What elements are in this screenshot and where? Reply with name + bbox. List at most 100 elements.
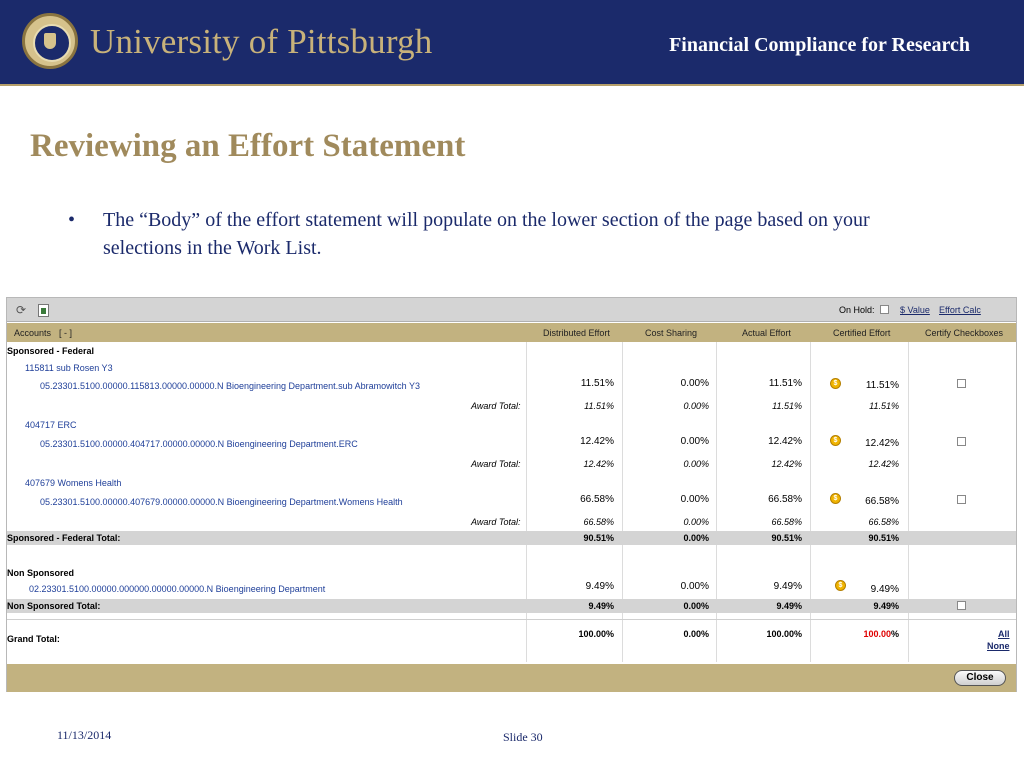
- dollar-coin-icon[interactable]: $: [835, 580, 846, 591]
- total-actual: 9.49%: [776, 601, 802, 611]
- total-cost-sharing: 0.00%: [683, 601, 709, 611]
- effort-calc-link[interactable]: Effort Calc: [939, 305, 981, 315]
- award-total-certified: 11.51%: [869, 401, 899, 411]
- actual-effort-value: 66.58%: [768, 494, 802, 505]
- university-seal-icon: [22, 13, 78, 69]
- grand-total-certified-number: 100.00: [863, 629, 891, 639]
- bullet-text: The “Body” of the effort statement will …: [103, 209, 870, 259]
- slide-title: Reviewing an Effort Statement: [30, 128, 466, 164]
- col-certify-checkboxes: Certify Checkboxes: [925, 328, 1004, 338]
- select-none-link[interactable]: None: [987, 641, 1010, 651]
- dollar-coin-icon[interactable]: $: [830, 493, 841, 504]
- certified-effort-value[interactable]: 12.42%: [865, 438, 899, 449]
- certified-effort-value[interactable]: 9.49%: [870, 584, 899, 595]
- award-total-cost-sharing: 0.00%: [683, 401, 709, 411]
- select-all-link[interactable]: All: [998, 629, 1010, 639]
- total-label: Sponsored - Federal Total:: [7, 533, 121, 543]
- distributed-effort-value: 11.51%: [580, 378, 614, 389]
- account-row[interactable]: 05.23301.5100.00000.404717.00000.00000.N…: [40, 439, 358, 449]
- award-total-actual: 12.42%: [771, 459, 802, 469]
- award-total-certified: 12.42%: [868, 459, 899, 469]
- award-total-label: Award Total:: [471, 401, 521, 411]
- dollar-coin-icon[interactable]: $: [830, 435, 841, 446]
- value-link[interactable]: $ Value: [900, 305, 930, 315]
- on-hold-label: On Hold:: [839, 305, 875, 315]
- bullet-icon: •: [68, 209, 76, 231]
- col-certified-effort: Certified Effort: [833, 328, 891, 338]
- award-total-cost-sharing: 0.00%: [683, 517, 709, 527]
- close-button[interactable]: Close: [954, 670, 1006, 686]
- column-headers: Accounts [ - ] Distributed Effort Cost S…: [7, 323, 1016, 342]
- account-row[interactable]: 02.23301.5100.00000.000000.00000.00000.N…: [29, 584, 326, 594]
- non-sponsored-total-row: Non Sponsored Total: 9.49% 0.00% 9.49% 9…: [7, 599, 1016, 613]
- bottom-bar: Close: [7, 664, 1016, 692]
- account-row[interactable]: 05.23301.5100.00000.407679.00000.00000.N…: [40, 497, 403, 507]
- certify-checkbox[interactable]: [957, 601, 966, 610]
- cost-sharing-value: 0.00%: [680, 494, 709, 505]
- slide-number: Slide 30: [503, 730, 543, 744]
- total-certified: 9.49%: [873, 601, 899, 611]
- cost-sharing-value: 0.00%: [680, 581, 709, 592]
- actual-effort-value: 9.49%: [773, 581, 802, 592]
- column-divider: [908, 342, 909, 662]
- total-distributed: 90.51%: [583, 533, 614, 543]
- column-divider: [622, 342, 623, 662]
- award-total-distributed: 12.42%: [583, 459, 614, 469]
- col-distributed-effort: Distributed Effort: [543, 328, 610, 338]
- distributed-effort-value: 66.58%: [580, 494, 614, 505]
- award-total-label: Award Total:: [471, 517, 521, 527]
- award-total-actual: 11.51%: [772, 401, 802, 411]
- award-total-distributed: 66.58%: [583, 517, 614, 527]
- total-cost-sharing: 0.00%: [683, 533, 709, 543]
- cost-sharing-value: 0.00%: [680, 378, 709, 389]
- university-name: University of Pittsburgh: [90, 22, 433, 61]
- total-actual: 90.51%: [771, 533, 802, 543]
- certified-effort-value[interactable]: 66.58%: [865, 496, 899, 507]
- total-certified: 90.51%: [868, 533, 899, 543]
- on-hold-checkbox[interactable]: [880, 305, 889, 314]
- grand-total-actual: 100.00%: [766, 629, 802, 639]
- column-divider: [810, 342, 811, 662]
- divider: [7, 619, 1016, 620]
- collapse-toggle[interactable]: [ - ]: [59, 328, 72, 338]
- dollar-coin-icon[interactable]: $: [830, 378, 841, 389]
- certified-effort-value[interactable]: 11.51%: [865, 380, 899, 391]
- total-distributed: 9.49%: [588, 601, 614, 611]
- toolbar: ⟳ On Hold: $ Value Effort Calc: [7, 298, 1016, 322]
- certify-checkbox[interactable]: [957, 437, 966, 446]
- grand-total-cost-sharing: 0.00%: [683, 629, 709, 639]
- slide-header: University of Pittsburgh Financial Compl…: [0, 0, 1024, 86]
- refresh-icon[interactable]: ⟳: [16, 303, 27, 317]
- col-cost-sharing: Cost Sharing: [645, 328, 698, 338]
- award-header[interactable]: 115811 sub Rosen Y3: [25, 363, 113, 373]
- distributed-effort-value: 9.49%: [585, 581, 614, 592]
- account-row[interactable]: 05.23301.5100.00000.115813.00000.00000.N…: [40, 381, 420, 391]
- cost-sharing-value: 0.00%: [680, 436, 709, 447]
- award-total-cost-sharing: 0.00%: [683, 459, 709, 469]
- grand-total-label: Grand Total:: [7, 634, 60, 644]
- col-accounts: Accounts: [14, 328, 52, 338]
- column-divider: [526, 342, 527, 662]
- award-total-label: Award Total:: [471, 459, 521, 469]
- header-subtitle: Financial Compliance for Research: [669, 34, 970, 56]
- award-total-certified: 66.58%: [868, 517, 899, 527]
- grand-total-certified: 100.00%: [819, 629, 899, 639]
- award-total-distributed: 11.51%: [584, 401, 614, 411]
- distributed-effort-value: 12.42%: [580, 436, 614, 447]
- report-icon[interactable]: [38, 304, 49, 317]
- actual-effort-value: 12.42%: [768, 436, 802, 447]
- certify-checkbox[interactable]: [957, 495, 966, 504]
- total-label: Non Sponsored Total:: [7, 601, 101, 611]
- col-actual-effort: Actual Effort: [742, 328, 791, 338]
- award-header[interactable]: 404717 ERC: [25, 420, 77, 430]
- section-sponsored-federal: Sponsored - Federal: [7, 346, 95, 356]
- award-total-actual: 66.58%: [771, 517, 802, 527]
- award-header[interactable]: 407679 Womens Health: [25, 478, 122, 488]
- certify-checkbox[interactable]: [957, 379, 966, 388]
- grand-total-certified-suffix: %: [890, 629, 899, 639]
- effort-statement-panel: ⟳ On Hold: $ Value Effort Calc Accounts …: [6, 297, 1017, 692]
- grand-total-distributed: 100.00%: [578, 629, 614, 639]
- column-divider: [716, 342, 717, 662]
- section-non-sponsored: Non Sponsored: [7, 568, 74, 578]
- actual-effort-value: 11.51%: [768, 378, 802, 389]
